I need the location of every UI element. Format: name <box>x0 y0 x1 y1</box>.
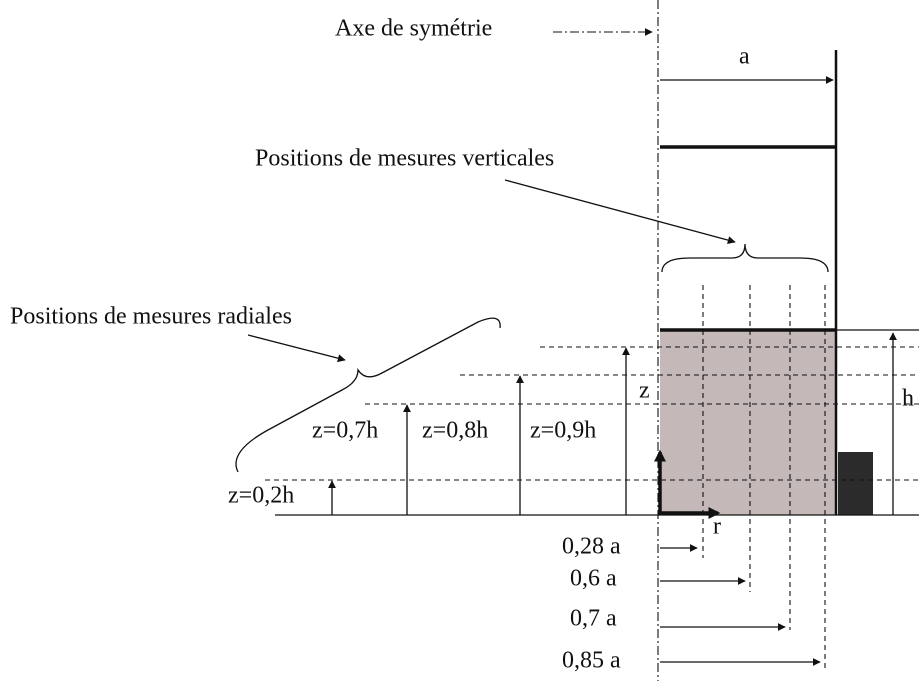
radial-label: Positions de mesures radiales <box>10 304 292 330</box>
radius-label: 0,85 a <box>562 648 621 674</box>
brace <box>235 317 501 473</box>
axis-label: Axe de symétrie <box>335 16 492 42</box>
radius-label: 0,28 a <box>562 534 621 560</box>
block <box>838 452 873 515</box>
vertical-label: Positions de mesures verticales <box>255 146 554 172</box>
height-label: z=0,9h <box>530 418 596 444</box>
h-label: h <box>902 386 914 412</box>
radius-label: 0,6 a <box>570 566 617 592</box>
a-label: a <box>739 44 750 70</box>
radius-label: 0,7 a <box>570 606 617 632</box>
pointer-arrow <box>247 334 346 363</box>
pointer-arrow <box>504 179 736 244</box>
height-label: z=0,8h <box>422 418 488 444</box>
z-label: z <box>639 378 650 404</box>
brace <box>661 243 829 273</box>
fluid-region <box>660 330 836 515</box>
height-label: z=0,2h <box>228 483 294 509</box>
r-label: r <box>713 514 721 540</box>
height-label: z=0,7h <box>312 418 378 444</box>
